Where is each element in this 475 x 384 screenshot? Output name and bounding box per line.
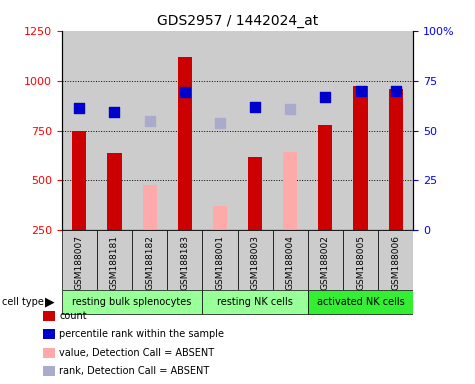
Text: GSM188005: GSM188005 bbox=[356, 235, 365, 290]
Text: GSM188001: GSM188001 bbox=[216, 235, 224, 290]
Text: resting bulk splenocytes: resting bulk splenocytes bbox=[72, 297, 192, 308]
Text: rank, Detection Call = ABSENT: rank, Detection Call = ABSENT bbox=[59, 366, 209, 376]
Bar bbox=[97, 31, 132, 230]
Text: ▶: ▶ bbox=[45, 296, 55, 309]
Bar bbox=[62, 230, 97, 290]
Bar bbox=[142, 185, 157, 230]
Bar bbox=[248, 157, 262, 230]
Bar bbox=[202, 290, 308, 314]
Point bbox=[286, 106, 294, 112]
Bar bbox=[378, 31, 413, 230]
Bar bbox=[308, 290, 413, 314]
Bar bbox=[62, 31, 97, 230]
Point bbox=[357, 88, 364, 94]
Text: count: count bbox=[59, 311, 87, 321]
Bar bbox=[389, 89, 403, 230]
Title: GDS2957 / 1442024_at: GDS2957 / 1442024_at bbox=[157, 14, 318, 28]
Bar bbox=[318, 124, 332, 230]
Text: GSM188182: GSM188182 bbox=[145, 235, 154, 290]
Point bbox=[146, 118, 153, 124]
Bar bbox=[213, 207, 227, 230]
Bar bbox=[273, 31, 308, 230]
Text: resting NK cells: resting NK cells bbox=[217, 297, 293, 308]
Bar bbox=[202, 31, 238, 230]
Bar bbox=[378, 230, 413, 290]
Bar bbox=[167, 230, 202, 290]
Bar bbox=[72, 131, 86, 230]
Bar bbox=[178, 57, 192, 230]
Bar bbox=[107, 152, 122, 230]
Point bbox=[216, 119, 224, 126]
Bar bbox=[343, 31, 378, 230]
Bar bbox=[343, 230, 378, 290]
Text: cell type: cell type bbox=[2, 297, 44, 308]
Bar bbox=[308, 31, 343, 230]
Bar bbox=[283, 152, 297, 230]
Bar bbox=[308, 230, 343, 290]
Bar bbox=[202, 230, 238, 290]
Point bbox=[111, 109, 118, 115]
Text: GSM188181: GSM188181 bbox=[110, 235, 119, 290]
Bar bbox=[353, 86, 368, 230]
Text: GSM188003: GSM188003 bbox=[251, 235, 259, 290]
Point bbox=[322, 94, 329, 100]
Point bbox=[76, 104, 83, 111]
Bar bbox=[97, 230, 132, 290]
Bar bbox=[62, 290, 202, 314]
Bar bbox=[238, 230, 273, 290]
Text: GSM188007: GSM188007 bbox=[75, 235, 84, 290]
Bar bbox=[273, 230, 308, 290]
Bar bbox=[132, 31, 167, 230]
Point bbox=[392, 88, 399, 94]
Text: GSM188002: GSM188002 bbox=[321, 235, 330, 290]
Text: GSM188006: GSM188006 bbox=[391, 235, 400, 290]
Point bbox=[251, 104, 259, 110]
Bar bbox=[238, 31, 273, 230]
Text: GSM188183: GSM188183 bbox=[180, 235, 189, 290]
Text: GSM188004: GSM188004 bbox=[286, 235, 294, 290]
Text: activated NK cells: activated NK cells bbox=[317, 297, 404, 308]
Text: percentile rank within the sample: percentile rank within the sample bbox=[59, 329, 224, 339]
Bar bbox=[132, 230, 167, 290]
Bar bbox=[167, 31, 202, 230]
Point bbox=[181, 89, 189, 95]
Text: value, Detection Call = ABSENT: value, Detection Call = ABSENT bbox=[59, 348, 215, 358]
